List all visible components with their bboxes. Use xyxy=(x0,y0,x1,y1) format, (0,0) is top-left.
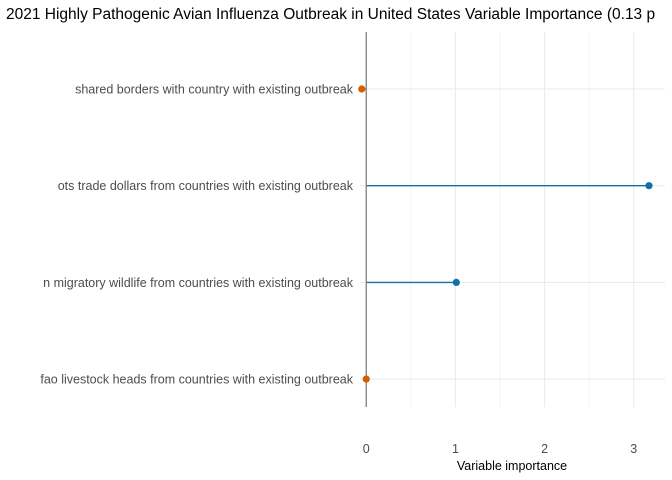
category-label: shared borders with country with existin… xyxy=(75,83,354,97)
category-labels: shared borders with country with existin… xyxy=(40,83,353,387)
lollipop-point xyxy=(452,278,460,286)
category-label: fao livestock heads from countries with … xyxy=(40,373,353,387)
category-label: n migratory wildlife from countries with… xyxy=(43,276,354,290)
lollipop-point xyxy=(358,85,366,93)
x-tick-label: 2 xyxy=(541,442,548,456)
category-label: ots trade dollars from countries with ex… xyxy=(58,179,354,193)
x-tick-label: 0 xyxy=(363,442,370,456)
lollipop-stems xyxy=(361,88,649,284)
lollipop-point xyxy=(645,182,653,190)
grid xyxy=(360,32,665,407)
x-tick-label: 3 xyxy=(630,442,637,456)
lollipop-point xyxy=(362,375,370,383)
lollipop-points xyxy=(358,85,653,383)
x-axis-title: Variable importance xyxy=(457,459,567,473)
chart-title: 2021 Highly Pathogenic Avian Influenza O… xyxy=(6,6,655,23)
x-tick-labels: 0 1 2 3 xyxy=(363,442,638,456)
x-tick-label: 1 xyxy=(452,442,459,456)
